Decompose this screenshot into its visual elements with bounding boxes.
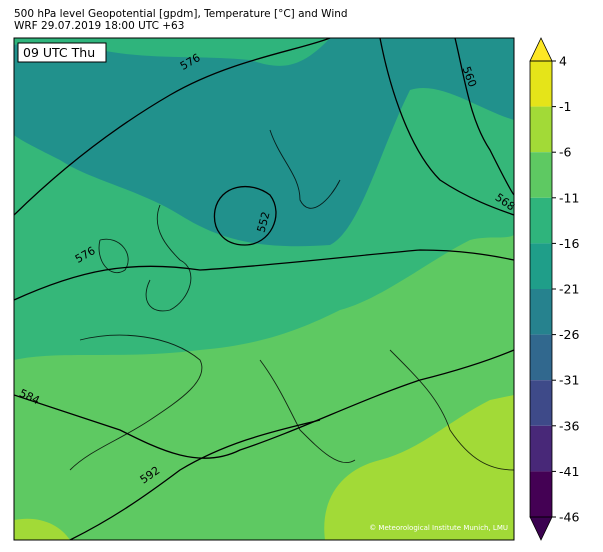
credit: © Meteorological Institute Munich, LMU (369, 524, 508, 532)
map-area (14, 38, 514, 540)
geopotential-contours (14, 38, 514, 540)
colorbar-band (530, 289, 552, 335)
colorbar-tick-label: -46 (559, 510, 579, 525)
colorbar-tick-label: -36 (559, 418, 579, 433)
colorbar-tick-label: -6 (559, 145, 572, 160)
colorbar-band (530, 471, 552, 517)
contour-label: 552 (255, 210, 273, 234)
colorbar-extend-under (529, 516, 553, 541)
colorbar-band (530, 61, 552, 107)
colorbar-tick-label: 4 (559, 54, 567, 69)
colorbar-band (530, 243, 552, 289)
hot-region (324, 395, 514, 540)
colorbar-tick-label: -21 (559, 282, 579, 297)
colorbar-tick-label: -41 (559, 464, 579, 479)
colorbar-band (530, 380, 552, 426)
colorbar-tick-label: -11 (559, 190, 579, 205)
colorbar-tick-label: -31 (559, 373, 579, 388)
colorbar-extend-over (529, 37, 553, 62)
map-title: 500 hPa level Geopotential [gpdm], Tempe… (14, 8, 348, 20)
coastlines (69, 129, 514, 471)
time-label-box (17, 42, 107, 63)
colorbar-tick-label: -16 (559, 236, 579, 251)
map-frame (13, 37, 515, 541)
colorbar-band (530, 152, 552, 198)
colorbar: 4 -1 -6 -11 -16 -21 -26 -31 -36 -41 -46 (529, 37, 579, 541)
colorbar-band (530, 425, 552, 472)
colorbar-tick-label: -1 (559, 99, 571, 114)
colorbar-band (530, 334, 552, 381)
hot-region (14, 518, 70, 540)
colorbar-band (530, 106, 552, 153)
colorbar-tick-label: -26 (559, 327, 579, 342)
cold-region (14, 38, 514, 247)
map-subtitle: WRF 29.07.2019 18:00 UTC +63 (14, 20, 184, 32)
colorbar-band (530, 197, 552, 244)
time-label: 09 UTC Thu (23, 45, 95, 60)
